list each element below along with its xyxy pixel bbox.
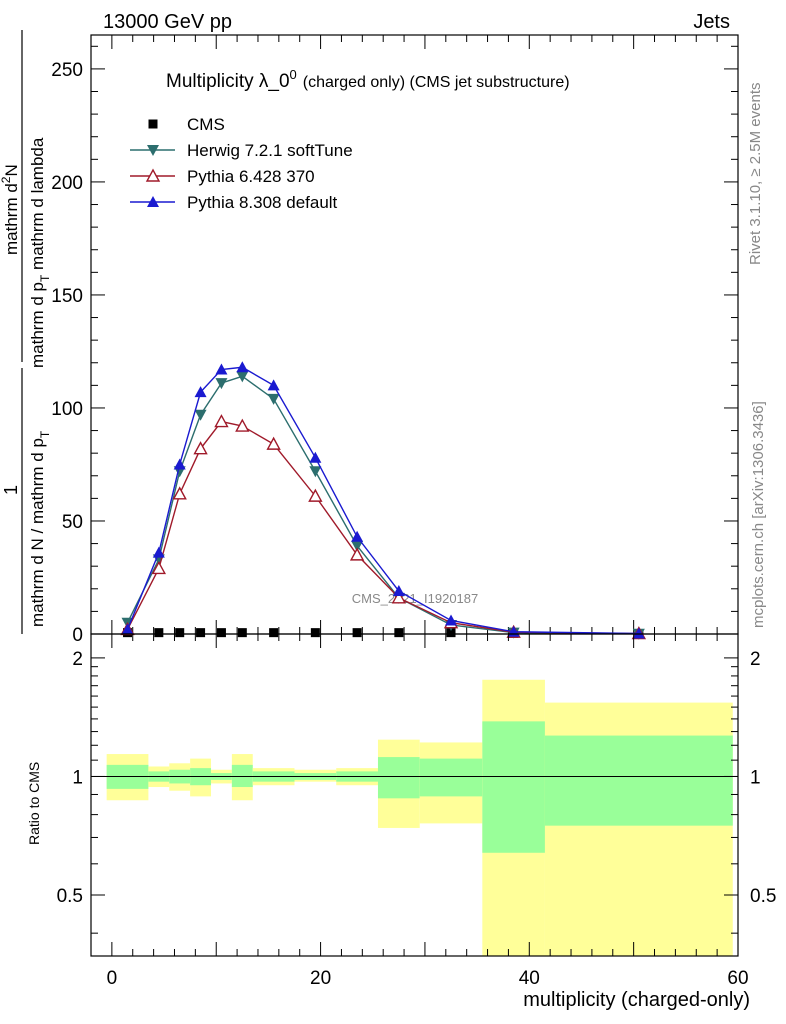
herwig-7-2-1-softtune-point [236, 371, 249, 383]
main-y-axis-label: 1 mathrm d N / mathrm d pT mathrm d2N ma… [0, 30, 52, 634]
plot-title: Multiplicity λ_00 (charged only) (CMS jet… [166, 67, 570, 92]
legend-marker-pythia-8-308-default [147, 196, 159, 207]
ratio-stat-band [377, 757, 420, 799]
y-label-denominator-sub: T [38, 274, 52, 282]
pythia-6-428-370-point [172, 486, 187, 500]
y-label-numerator-main: mathrm d [2, 183, 21, 255]
ratio-xtick-label: 0 [107, 968, 118, 989]
ratio-ytick-label: 0.5 [57, 886, 83, 907]
pythia-8-308-default-point [351, 530, 364, 542]
pythia-8-308-default-point [173, 458, 186, 470]
pythia-8-308-default-point [194, 386, 207, 398]
legend-label-cms: CMS [187, 115, 225, 134]
main-ytick-label: 100 [51, 399, 83, 420]
main-series-group [120, 361, 647, 640]
pythia-8-308-default-point [632, 627, 645, 639]
y-label-prefactor-numerator: 1 [1, 485, 21, 495]
ratio-plot-panel: 0.5 0.5 1 1 2 2 0 20 40 60 Ratio to CMS multipli… [26, 633, 776, 1011]
cms-point [237, 628, 247, 638]
ratio-plot-frame [90, 633, 739, 957]
process-label: Jets [693, 11, 730, 33]
legend-label-pythia-6-428-370: Pythia 6.428 370 [187, 167, 315, 186]
pythia-6-428-370-point [193, 441, 208, 455]
energy-label: 13000 GeV pp [103, 11, 232, 33]
legend-marker-herwig-7-2-1-softtune [147, 145, 159, 156]
main-plot-panel: 0 50 100 150 200 250 CMS_2021_I1920187 Multip… [0, 30, 739, 646]
cms-point [216, 628, 226, 638]
pythia-6-428-370-point [235, 418, 250, 432]
pythia-6-428-370-point [151, 560, 167, 575]
main-ytick-label: 0 [72, 625, 83, 646]
pythia-6-428-370-point [214, 414, 229, 428]
ratio-stat-band [482, 721, 545, 853]
main-ytick-label: 50 [62, 512, 83, 533]
pythia-6-428-370-point [349, 547, 365, 561]
pythia-8-308-default-point [152, 546, 165, 558]
pythia-8-308-default-point [309, 451, 322, 463]
ratio-stat-band [419, 758, 483, 797]
cms-point [154, 628, 164, 638]
cms-point [310, 628, 320, 638]
legend-label-herwig-7-2-1-softtune: Herwig 7.2.1 softTune [187, 141, 353, 160]
main-y-ticks: 0 50 100 150 200 250 [51, 45, 738, 646]
herwig-7-2-1-softtune-point [351, 540, 364, 552]
ratio-xtick-label: 40 [519, 968, 540, 989]
pythia-6-428-370-point [308, 488, 323, 502]
analysis-watermark: CMS_2021_I1920187 [352, 591, 479, 606]
ratio-ytick-label: 1 [72, 767, 83, 788]
main-ytick-label: 150 [51, 286, 83, 307]
cms-point [394, 628, 404, 638]
pythia-6-428-370-point [391, 590, 407, 604]
pythia-8-308-default-point [445, 614, 458, 626]
cms-point [446, 628, 456, 638]
plot-title-superscript: 0 [290, 67, 297, 82]
plot-title-main: Multiplicity λ_0 [166, 71, 290, 92]
plot-subtitle: (charged only) (CMS jet substructure) [303, 74, 570, 91]
pythia-8-308-default-point [121, 623, 134, 635]
ratio-ytick-label-right: 0.5 [750, 886, 776, 907]
y-label-prefactor-den-sub: T [38, 430, 52, 438]
ratio-xtick-label: 20 [310, 968, 331, 989]
y-label-denominator: mathrm d pT mathrm d lambda [28, 137, 52, 368]
pythia-6-428-370-point [266, 436, 281, 450]
cms-point [352, 628, 362, 638]
ratio-ytick-label-right: 2 [750, 649, 761, 670]
ratio-ytick-label: 2 [72, 649, 83, 670]
pythia-8-308-default-point [215, 363, 228, 375]
mcplots-label: mcplots.cern.ch [arXiv:1306.3436] [750, 401, 767, 628]
y-label-prefactor-denominator: mathrm d N / mathrm d pT [28, 430, 52, 627]
y-label-prefactor-den-main: mathrm d N / mathrm d p [28, 438, 47, 627]
herwig-7-2-1-softtune-point [267, 393, 280, 405]
ratio-y-axis-label: Ratio to CMS [26, 762, 42, 845]
herwig-7-2-1-softtune-point [309, 466, 322, 478]
legend-label-pythia-8-308-default: Pythia 8.308 default [187, 193, 338, 212]
ratio-bands-group [106, 679, 733, 956]
ratio-x-ticks: 0 20 40 60 [107, 634, 749, 989]
legend: CMS Herwig 7.2.1 softTune Pythia 6.428 370… [130, 115, 353, 212]
ratio-ytick-label-right: 1 [750, 767, 761, 788]
main-ytick-label: 200 [51, 173, 83, 194]
pythia-8-308-default-point [236, 361, 249, 373]
herwig-7-2-1-softtune-point [194, 409, 207, 421]
cms-point [196, 628, 206, 638]
rivet-version-label: Rivet 3.1.10, ≥ 2.5M events [747, 83, 764, 266]
legend-marker-cms [148, 119, 158, 129]
main-ytick-label: 250 [51, 60, 83, 81]
y-label-denominator-end: mathrm d lambda [28, 137, 47, 275]
cms-point [269, 628, 279, 638]
ratio-stat-band [544, 735, 733, 826]
y-label-numerator-sup: 2 [0, 176, 13, 183]
y-label-numerator: mathrm d2N [0, 164, 21, 255]
pythia-8-308-default-point [392, 585, 405, 597]
legend-marker-pythia-6-428-370 [145, 168, 161, 182]
pythia-8-308-default-point [267, 379, 280, 391]
x-axis-label: multiplicity (charged-only) [523, 989, 750, 1011]
herwig-7-2-1-softtune-point [215, 378, 228, 390]
cms-point [175, 628, 185, 638]
ratio-xtick-label: 60 [727, 968, 748, 989]
y-label-numerator-end: N [2, 164, 21, 176]
ratio-y-ticks: 0.5 0.5 1 1 2 2 [57, 649, 776, 934]
y-label-denominator-main: mathrm d p [28, 282, 47, 368]
